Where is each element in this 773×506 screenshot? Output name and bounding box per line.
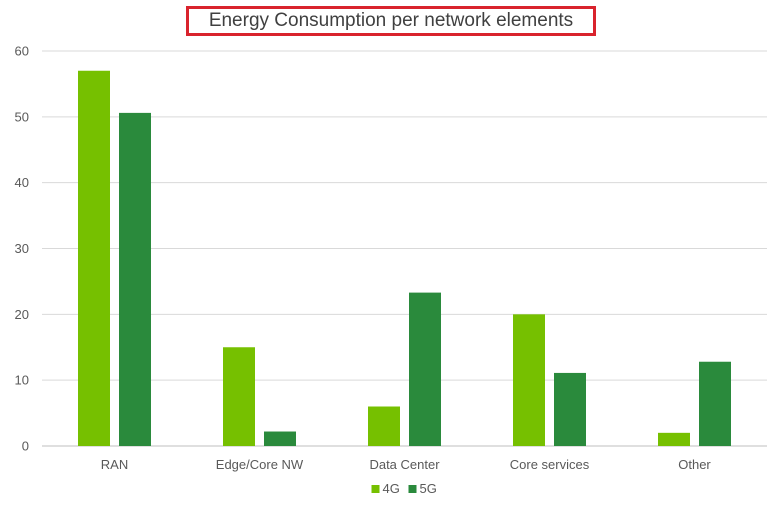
x-tick-label: Data Center	[369, 457, 440, 472]
legend-label: 4G	[383, 481, 400, 496]
legend-swatch	[408, 485, 417, 493]
bar-4g	[658, 432, 690, 446]
x-tick-label: Other	[678, 457, 711, 472]
y-tick-label: 50	[15, 109, 29, 124]
legend-swatch	[371, 485, 380, 493]
bar-5g	[699, 361, 731, 446]
x-tick-label: Edge/Core NW	[216, 457, 304, 472]
legend: 4G 5G	[371, 481, 437, 496]
chart-title: Energy Consumption per network elements	[186, 6, 596, 36]
legend-label: 5G	[420, 481, 437, 496]
x-axis-ticks: RAN Edge/Core NW Data Center Core services O…	[101, 457, 712, 472]
bar-4g	[223, 347, 255, 446]
y-tick-label: 0	[22, 439, 29, 454]
bar-4g	[78, 70, 110, 446]
gridlines	[42, 50, 767, 447]
y-tick-label: 40	[15, 175, 29, 190]
x-tick-label: Core services	[510, 457, 590, 472]
bar-4g	[513, 314, 545, 446]
bar-5g	[264, 431, 296, 446]
y-tick-label: 30	[15, 241, 29, 256]
bars	[78, 70, 731, 446]
bar-5g	[554, 372, 586, 446]
y-axis-ticks: 0 10 20 30 40 50 60	[15, 44, 29, 454]
x-tick-label: RAN	[101, 457, 128, 472]
y-tick-label: 10	[15, 373, 29, 388]
bar-5g	[119, 112, 151, 446]
y-tick-label: 20	[15, 307, 29, 322]
y-tick-label: 60	[15, 44, 29, 59]
bar-4g	[368, 406, 400, 446]
bar-5g	[409, 292, 441, 446]
